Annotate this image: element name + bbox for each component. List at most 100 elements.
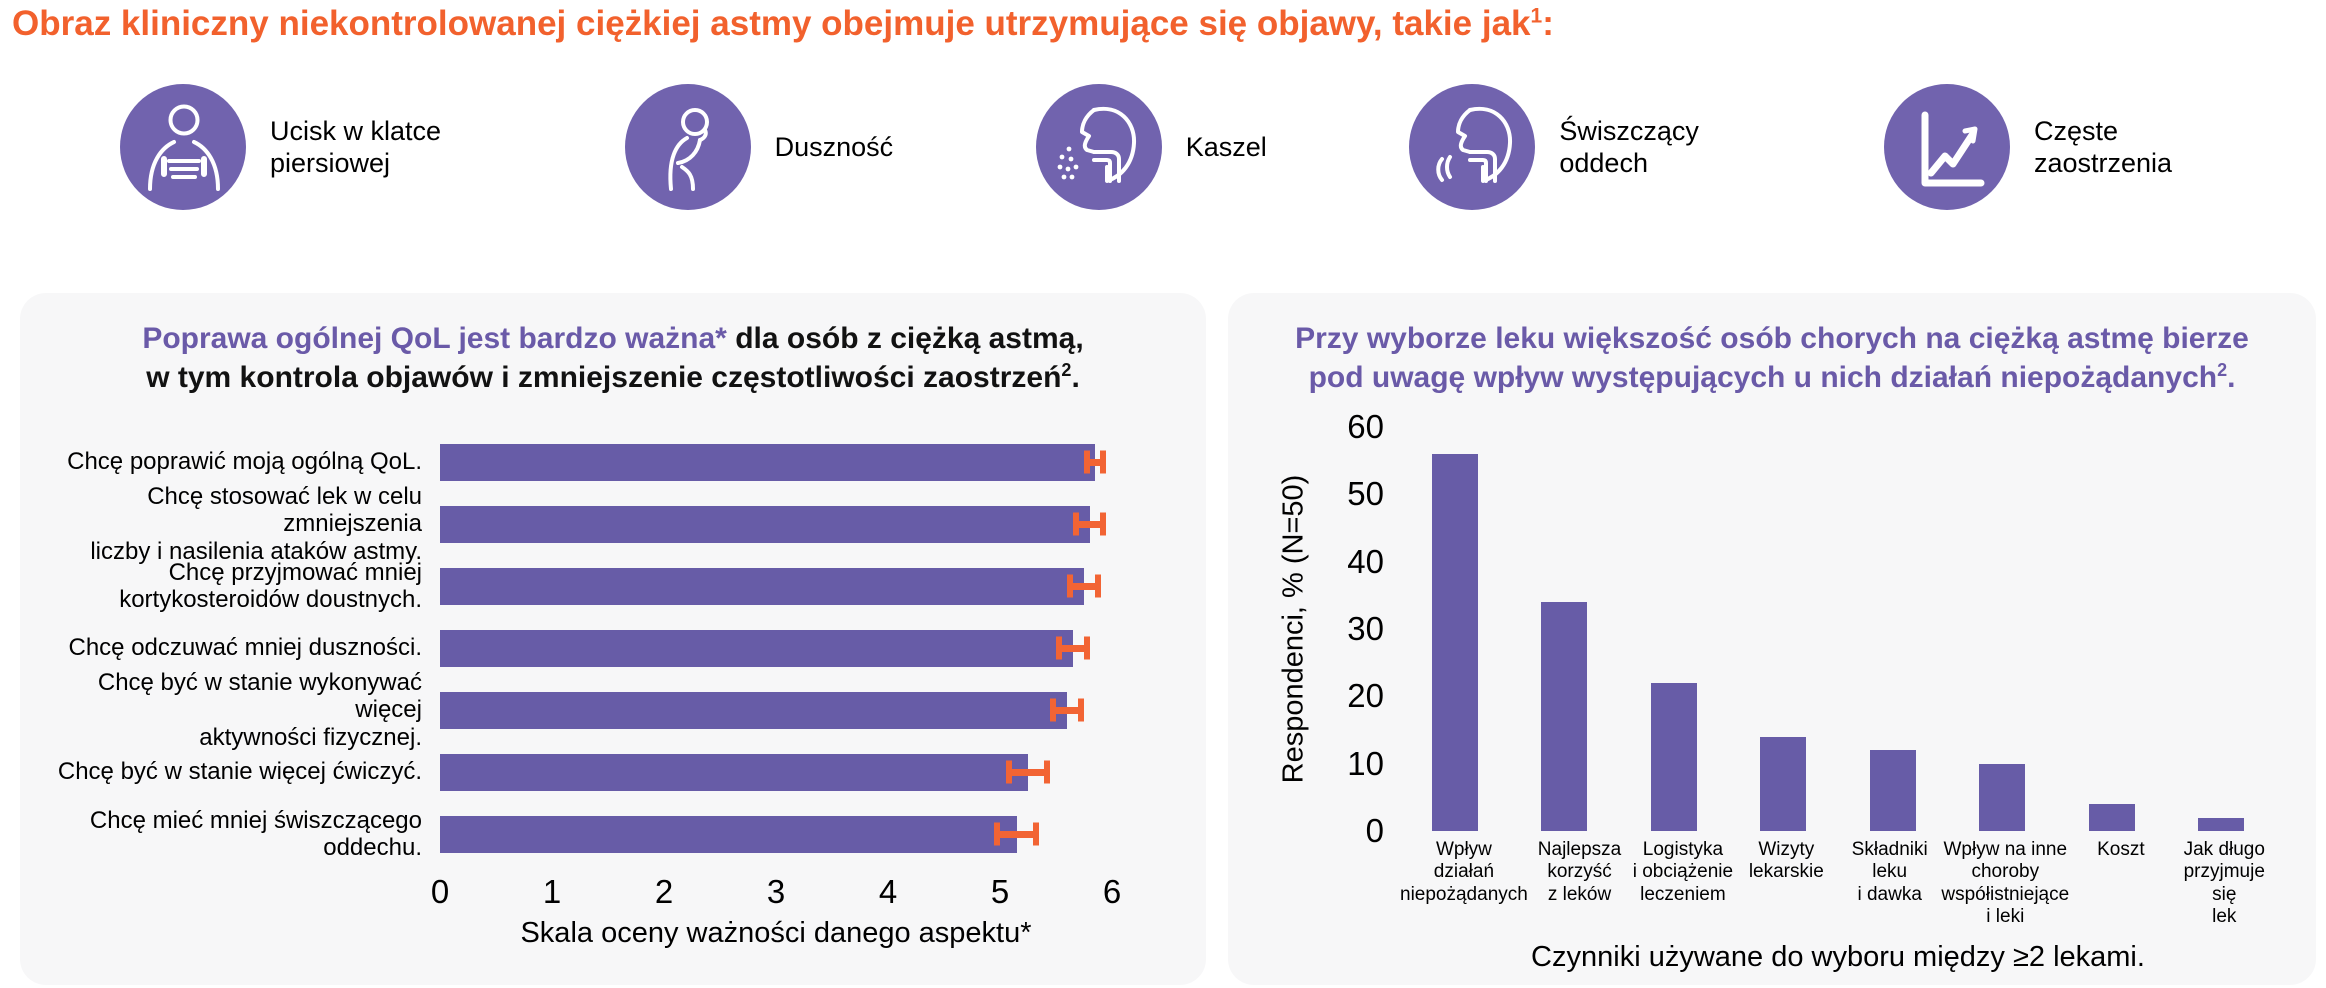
qol-chart: Chcę poprawić moją ogólną QoL. Chcę stoso… bbox=[40, 431, 1186, 950]
qol-bar bbox=[440, 443, 1096, 481]
x-tick-label: 1 bbox=[542, 873, 562, 910]
qol-bar bbox=[440, 691, 1068, 729]
qol-row-label: Chcę być w stanie więcej ćwiczyć. bbox=[57, 758, 422, 786]
qol-title-period: . bbox=[1071, 361, 1080, 394]
error-bar-line bbox=[1084, 458, 1107, 466]
resp-bar bbox=[1541, 602, 1588, 831]
qol-error-bar bbox=[994, 822, 1040, 846]
error-bar-right-cap bbox=[1044, 760, 1051, 784]
page-title-text: Obraz kliniczny niekontrolowanej ciężkie… bbox=[12, 4, 1531, 43]
factors-chart: Respondenci, % (N=50) 0 10 20 30 40 50 60 Wpły… bbox=[1248, 408, 2296, 974]
resp-col-label: Jak długo przyjmuje się lek bbox=[2183, 839, 2265, 928]
resp-col bbox=[1619, 427, 1729, 831]
qol-title-line2-text: w tym kontrola objawów i zmniejszenie cz… bbox=[146, 361, 1062, 394]
y-tick-label: 60 bbox=[1347, 408, 1384, 445]
resp-col-label: Wizyty lekarskie bbox=[1748, 839, 1824, 883]
symptom-exacerbations: Częste zaostrzenia bbox=[1883, 84, 2216, 210]
symptom-label: Kaszel bbox=[1185, 131, 1267, 162]
resp-bar bbox=[2198, 817, 2245, 831]
resp-bar bbox=[2088, 804, 2135, 831]
qol-error-bar bbox=[1050, 698, 1084, 722]
factors-plot-area: Respondenci, % (N=50) 0 10 20 30 40 50 60 bbox=[1278, 408, 2276, 849]
page-title-superscript: 1 bbox=[1530, 4, 1543, 28]
factors-title-period: . bbox=[2227, 361, 2236, 394]
qol-bar-track bbox=[440, 505, 1112, 543]
qol-row: Chcę być w stanie wykonywać więcej aktywn… bbox=[40, 669, 1186, 751]
x-tick-label: 6 bbox=[1102, 873, 1122, 910]
qol-x-ticks: 0 1 2 3 4 5 6 bbox=[431, 865, 1121, 913]
resp-col bbox=[1948, 427, 2058, 831]
qol-rows: Chcę poprawić moją ogólną QoL. Chcę stoso… bbox=[40, 431, 1186, 865]
symptom-breathlessness: Duszność bbox=[624, 84, 894, 210]
error-bar-line bbox=[1056, 644, 1090, 652]
qol-row: Chcę mieć mniej świszczącego oddechu. bbox=[40, 803, 1186, 865]
factors-y-axis-title: Respondenci, % (N=50) bbox=[1277, 474, 1310, 784]
symptom-label: Świszczący oddech bbox=[1559, 115, 1699, 178]
x-tick-label: 3 bbox=[766, 873, 786, 910]
cough-icon bbox=[1035, 84, 1162, 210]
resp-bar bbox=[1431, 453, 1478, 831]
symptom-chest-tightness: Ucisk w klatce piersiowej bbox=[120, 84, 482, 210]
error-bar-right-cap bbox=[1100, 512, 1107, 536]
error-bar-line bbox=[1005, 768, 1051, 776]
symptom-label: Duszność bbox=[774, 131, 894, 162]
chest-tightness-icon bbox=[120, 84, 246, 210]
resp-col bbox=[1400, 427, 1510, 831]
error-bar-line bbox=[1072, 520, 1107, 528]
qol-bar bbox=[440, 753, 1028, 791]
qol-error-bar bbox=[1072, 512, 1107, 536]
qol-bar bbox=[440, 505, 1090, 543]
factors-title-line2: pod uwagę wpływ występujących u nich dzi… bbox=[1248, 358, 2296, 397]
breathlessness-icon bbox=[624, 84, 751, 210]
error-bar-right-cap bbox=[1100, 450, 1107, 474]
error-bar-right-cap bbox=[1083, 636, 1090, 660]
qol-panel: Poprawa ogólnej QoL jest bardzo ważna* d… bbox=[20, 293, 1206, 985]
factors-panel-title: Przy wyborze leku większość osób chorych… bbox=[1248, 319, 2296, 397]
factors-title-superscript: 2 bbox=[2217, 360, 2228, 380]
error-bar-line bbox=[1067, 582, 1101, 590]
x-tick-label: 5 bbox=[990, 873, 1010, 910]
error-bar-right-cap bbox=[1094, 574, 1101, 598]
qol-x-axis-title: Skala oceny ważności danego aspektu* bbox=[520, 917, 1032, 949]
qol-row: Chcę poprawić moją ogólną QoL. bbox=[40, 431, 1186, 493]
qol-title-highlight: Poprawa ogólnej QoL jest bardzo ważna* bbox=[142, 322, 727, 355]
page-title-colon: : bbox=[1542, 4, 1554, 43]
factors-title-line1: Przy wyborze leku większość osób chorych… bbox=[1295, 322, 2249, 355]
factors-panel: Przy wyborze leku większość osób chorych… bbox=[1228, 293, 2316, 985]
resp-col-label: Logistyka i obciążenie leczeniem bbox=[1632, 839, 1734, 905]
resp-col bbox=[1510, 427, 1620, 831]
qol-bar-track bbox=[440, 567, 1112, 605]
x-tick-label: 2 bbox=[654, 873, 674, 910]
qol-bar-track bbox=[440, 753, 1112, 791]
qol-row: Chcę stosować lek w celu zmniejszenia lic… bbox=[40, 483, 1186, 565]
qol-error-bar bbox=[1084, 450, 1107, 474]
qol-bar-track bbox=[440, 443, 1112, 481]
qol-bar-track bbox=[440, 629, 1112, 667]
qol-bar-track bbox=[440, 815, 1112, 853]
symptom-wheezing: Świszczący oddech bbox=[1409, 84, 1741, 210]
qol-panel-title: Poprawa ogólnej QoL jest bardzo ważna* d… bbox=[40, 319, 1186, 397]
resp-col bbox=[1838, 427, 1948, 831]
error-bar-right-cap bbox=[1077, 698, 1084, 722]
resp-bars bbox=[1400, 427, 2276, 831]
resp-col-label: Wpływ działań niepożądanych bbox=[1400, 839, 1528, 905]
y-tick-label: 10 bbox=[1347, 744, 1384, 782]
resp-col bbox=[2167, 427, 2277, 831]
qol-bar bbox=[440, 567, 1084, 605]
qol-error-bar bbox=[1005, 760, 1051, 784]
qol-row: Chcę przyjmować mniej kortykosteroidów do… bbox=[40, 555, 1186, 617]
resp-col-label: Wpływ na inne choroby współistniejące i lek… bbox=[1941, 839, 2070, 928]
symptom-label: Częste zaostrzenia bbox=[2033, 115, 2173, 178]
error-bar-line bbox=[994, 830, 1040, 838]
resp-bar bbox=[1869, 750, 1916, 831]
qol-error-bar bbox=[1067, 574, 1101, 598]
y-tick-label: 30 bbox=[1347, 610, 1384, 647]
qol-row-label: Chcę odczuwać mniej duszności. bbox=[68, 634, 423, 662]
qol-row-label: Chcę być w stanie wykonywać więcej aktywn… bbox=[97, 668, 422, 751]
symptom-label: Ucisk w klatce piersiowej bbox=[270, 115, 442, 178]
qol-row-label: Chcę mieć mniej świszczącego oddechu. bbox=[89, 806, 422, 861]
error-bar-line bbox=[1050, 706, 1084, 714]
exacerbations-chart-icon bbox=[1883, 84, 2010, 210]
resp-labels: Wpływ działań niepożądanych Najlepsza korzyś… bbox=[1400, 839, 2276, 929]
resp-col bbox=[1729, 427, 1839, 831]
